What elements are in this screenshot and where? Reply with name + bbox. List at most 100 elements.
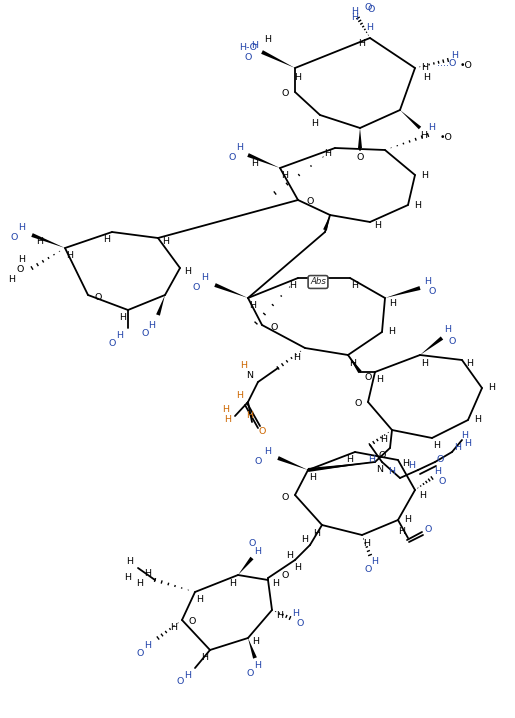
Text: H: H	[404, 516, 411, 525]
Text: O: O	[306, 197, 314, 207]
Text: H: H	[116, 332, 124, 340]
Text: O: O	[364, 373, 372, 383]
Polygon shape	[31, 233, 65, 248]
Text: O: O	[281, 90, 289, 98]
Text: O: O	[248, 539, 255, 549]
Text: H: H	[254, 661, 262, 671]
Text: Abs: Abs	[310, 277, 326, 286]
Text: O: O	[136, 650, 144, 658]
Text: H: H	[222, 406, 230, 414]
Text: H: H	[197, 595, 203, 605]
Text: H: H	[461, 432, 469, 441]
Text: H: H	[408, 460, 416, 470]
Text: H: H	[314, 528, 320, 538]
Text: O: O	[270, 322, 278, 332]
Text: O: O	[438, 477, 445, 487]
Polygon shape	[214, 283, 248, 298]
Text: O: O	[176, 678, 184, 686]
Text: O: O	[356, 152, 364, 162]
Text: H: H	[225, 416, 232, 424]
Text: H: H	[282, 172, 288, 180]
Text: O: O	[364, 4, 372, 12]
Text: H: H	[201, 653, 209, 663]
Text: H: H	[251, 40, 259, 50]
Text: O: O	[192, 284, 200, 292]
Text: H: H	[369, 455, 375, 465]
Text: H: H	[295, 73, 301, 83]
Text: O: O	[354, 399, 362, 409]
Text: H-O: H-O	[239, 44, 257, 52]
Text: H: H	[434, 442, 440, 450]
Text: H: H	[424, 277, 432, 286]
Text: H: H	[389, 299, 397, 307]
Text: O: O	[281, 571, 289, 579]
Text: H: H	[241, 361, 248, 370]
Polygon shape	[238, 556, 253, 575]
Text: H: H	[254, 548, 262, 556]
Text: N: N	[247, 370, 253, 380]
Text: O: O	[246, 669, 254, 679]
Text: H: H	[474, 416, 482, 424]
Text: H: H	[352, 14, 358, 22]
Polygon shape	[323, 215, 330, 230]
Polygon shape	[261, 50, 295, 68]
Text: H: H	[249, 302, 256, 310]
Text: H: H	[399, 528, 405, 536]
Polygon shape	[385, 286, 421, 298]
Text: H: H	[364, 538, 370, 548]
Text: H: H	[352, 281, 358, 291]
Text: H: H	[310, 473, 317, 482]
Text: H: H	[201, 274, 209, 282]
Text: H: H	[247, 411, 253, 419]
Text: H: H	[163, 236, 169, 246]
Text: O: O	[424, 526, 432, 534]
Text: O: O	[228, 154, 236, 162]
Text: H: H	[489, 383, 495, 393]
Text: O: O	[379, 452, 386, 460]
Text: H: H	[66, 251, 74, 261]
Text: H: H	[324, 149, 332, 159]
Text: H: H	[252, 636, 260, 645]
Text: •O: •O	[460, 62, 473, 70]
Text: H: H	[19, 223, 26, 233]
Text: H: H	[301, 536, 308, 544]
Text: H: H	[388, 467, 396, 477]
Text: O: O	[188, 617, 196, 627]
Text: O: O	[10, 233, 18, 243]
Text: H: H	[371, 557, 379, 567]
Text: O: O	[94, 292, 101, 302]
Polygon shape	[156, 295, 165, 316]
Text: H: H	[421, 63, 428, 73]
Text: O: O	[436, 455, 444, 465]
Polygon shape	[400, 110, 421, 129]
Polygon shape	[308, 462, 375, 472]
Text: H: H	[421, 131, 427, 141]
Text: H: H	[265, 447, 271, 457]
Text: O: O	[141, 329, 149, 337]
Text: H: H	[19, 256, 26, 264]
Text: H: H	[452, 50, 458, 60]
Text: N: N	[376, 465, 384, 475]
Text: O: O	[281, 493, 289, 501]
Text: H: H	[145, 640, 151, 650]
Text: H: H	[277, 610, 283, 620]
Text: H: H	[294, 353, 300, 363]
Text: H: H	[467, 358, 473, 368]
Text: H: H	[421, 358, 428, 368]
Text: H: H	[289, 281, 297, 291]
Text: H: H	[119, 314, 127, 322]
Polygon shape	[247, 153, 280, 168]
Text: H: H	[403, 459, 409, 467]
Text: H: H	[272, 579, 280, 587]
Text: H: H	[388, 327, 396, 337]
Text: H: H	[236, 144, 244, 152]
Text: H: H	[37, 238, 43, 246]
Text: H: H	[352, 7, 358, 17]
Text: H: H	[444, 325, 452, 335]
Text: O: O	[449, 337, 456, 347]
Text: H: H	[125, 574, 131, 582]
Text: H: H	[145, 569, 151, 577]
Text: O: O	[16, 266, 24, 274]
Text: H: H	[148, 320, 156, 330]
Polygon shape	[348, 355, 362, 373]
